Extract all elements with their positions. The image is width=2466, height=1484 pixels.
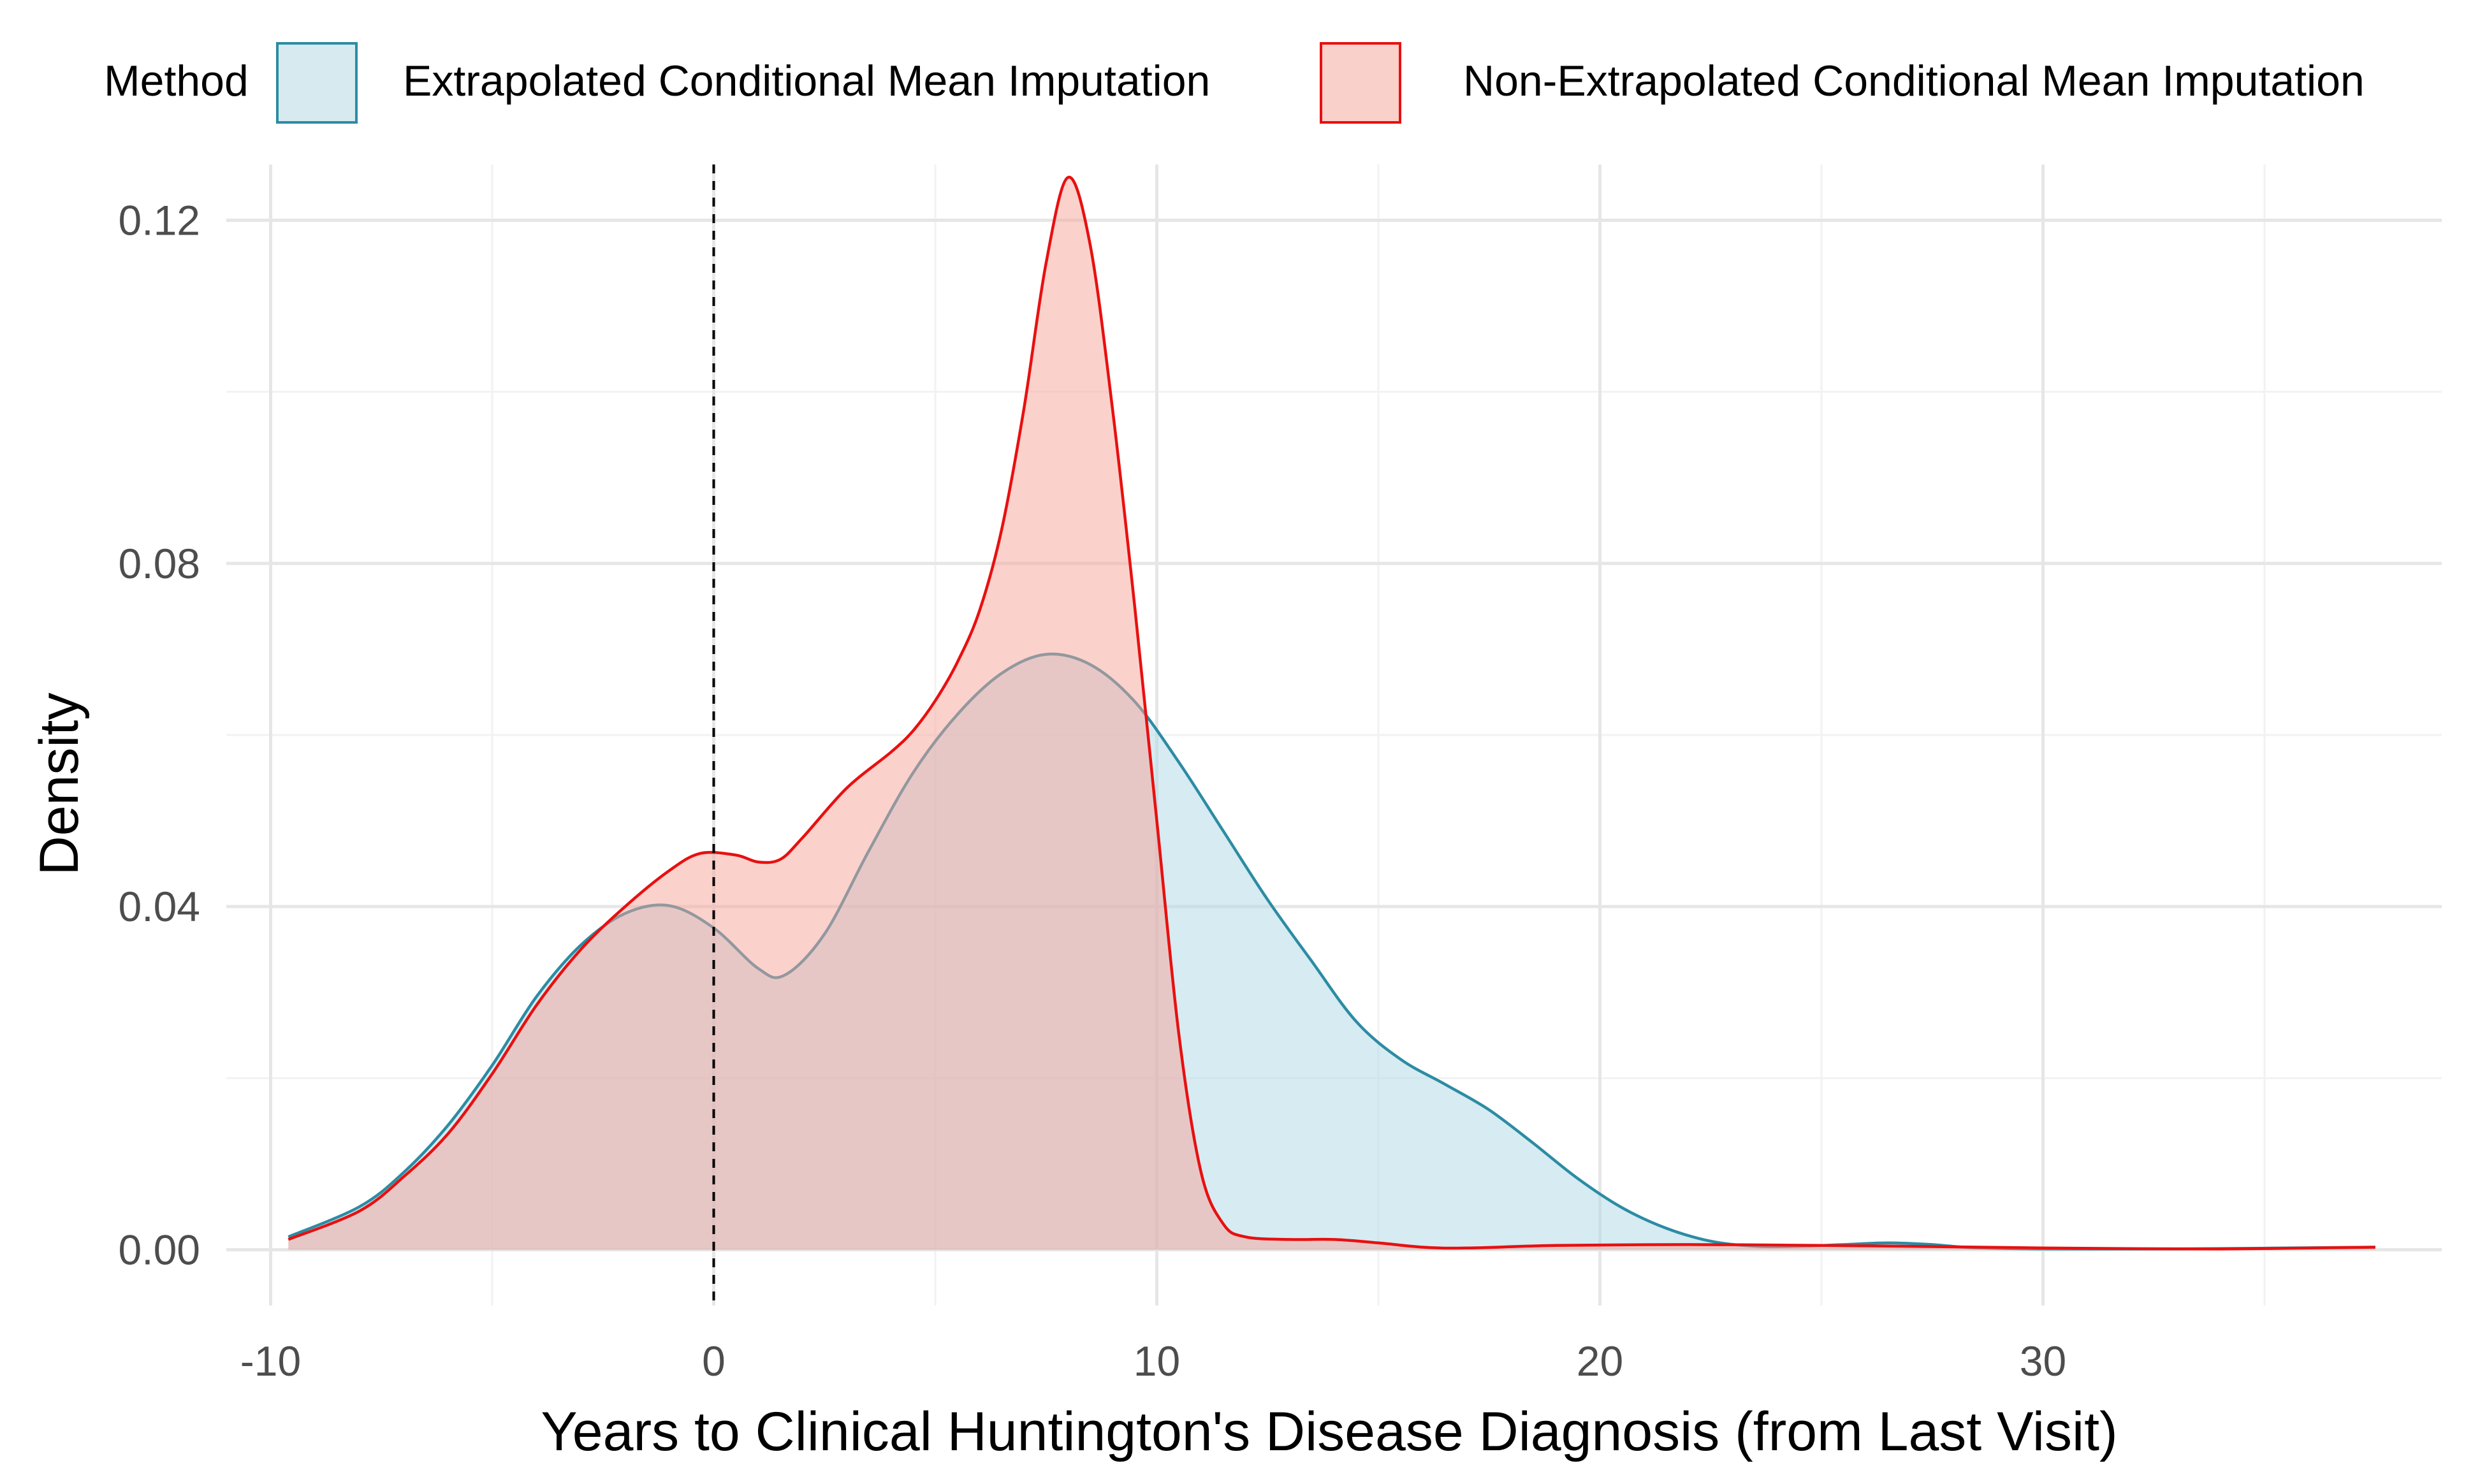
y-axis-tick-labels: 0.00 0.04 0.08 0.12: [119, 196, 200, 1273]
legend-title: Method: [104, 57, 249, 105]
x-tick-label: 0: [702, 1337, 726, 1385]
legend-swatch-extrapolated: [276, 42, 358, 124]
legend-label-extrapolated: Extrapolated Conditional Mean Imputation: [403, 57, 1210, 105]
legend-swatch-non-extrapolated: [1320, 42, 1401, 124]
x-tick-label: 10: [1134, 1337, 1180, 1385]
x-axis-tick-labels: -10 0 10 20 30: [240, 1337, 2066, 1385]
density-line-non-extrapolated: [288, 175, 2375, 1251]
x-tick-label: 30: [2020, 1337, 2066, 1385]
plot-panel: [226, 164, 2442, 1306]
y-tick-label: 0.04: [119, 883, 200, 930]
legend-label-non-extrapolated: Non-Extrapolated Conditional Mean Imputa…: [1463, 57, 2365, 105]
y-tick-label: 0.00: [119, 1226, 200, 1274]
y-tick-label: 0.08: [119, 540, 200, 587]
x-tick-label: 20: [1577, 1337, 1623, 1385]
density-area-non-extrapolated: [288, 177, 2375, 1250]
x-axis-title: Years to Clinical Huntington's Disease D…: [541, 1401, 2117, 1462]
legend: Method Extrapolated Conditional Mean Imp…: [104, 42, 2365, 124]
y-axis-title: Density: [29, 693, 90, 876]
x-tick-label: -10: [240, 1337, 301, 1385]
y-tick-label: 0.12: [119, 196, 200, 244]
density-areas: [288, 175, 2375, 1251]
